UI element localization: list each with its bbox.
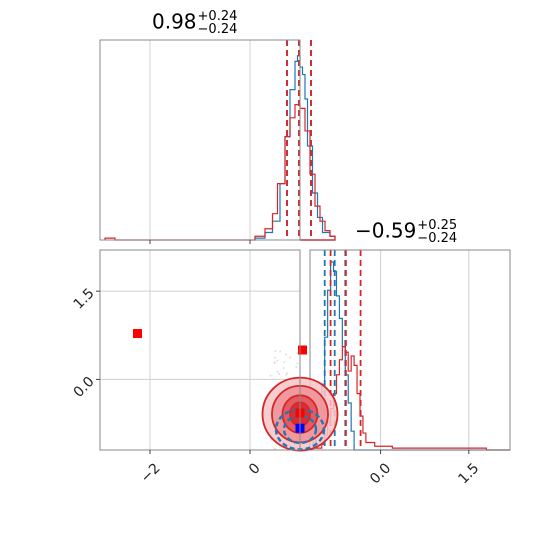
title-param-1: 0.98 +0.24 −0.24 [152, 10, 237, 36]
sample-point [289, 356, 292, 359]
title-param-1-value: 0.98 [152, 9, 197, 34]
title-param-2-value: −0.59 [355, 218, 417, 243]
sample-point [278, 373, 281, 376]
sample-point [286, 372, 289, 375]
marker-square-1 [298, 345, 307, 355]
sample-point [282, 366, 285, 369]
joint-xtick-label-0: −2 [138, 460, 164, 486]
joint-xtick-label-1: 0 [246, 460, 264, 478]
marginal-2-border [309, 249, 511, 451]
title-param-2: −0.59 +0.25 −0.24 [355, 219, 457, 245]
sample-point [269, 374, 272, 377]
marginal-1-hist-1 [104, 104, 336, 241]
joint-ytick-label-0: 0.0 [71, 374, 98, 401]
marginal-2-bg [310, 250, 510, 450]
sample-point [279, 350, 282, 353]
marginal-2-xtick-label-1: 1.5 [455, 460, 482, 487]
sample-point [273, 447, 276, 450]
sample-point [283, 361, 286, 364]
sample-point [276, 370, 279, 373]
blue-contour-1 [282, 414, 318, 445]
sample-point [274, 349, 277, 352]
sample-point [295, 366, 298, 369]
title-param-1-minus: −0.24 [197, 22, 238, 37]
sample-point [285, 373, 288, 376]
title-param-1-plus: +0.24 [197, 9, 238, 24]
marginal-1-border [99, 39, 301, 241]
sample-point [273, 361, 276, 364]
joint-border [99, 249, 301, 451]
marker-square-0 [133, 329, 142, 339]
marginal-1-bg [100, 40, 300, 240]
title-param-2-plus: +0.25 [417, 218, 458, 233]
sample-point [276, 359, 279, 362]
title-param-2-minus: −0.24 [417, 231, 458, 246]
sample-point [296, 362, 299, 365]
joint-ytick-label-1: 1.5 [71, 286, 98, 313]
sample-point [273, 356, 276, 359]
sample-point [285, 353, 288, 356]
marginal-2-xtick-label-0: 0.0 [367, 460, 394, 487]
